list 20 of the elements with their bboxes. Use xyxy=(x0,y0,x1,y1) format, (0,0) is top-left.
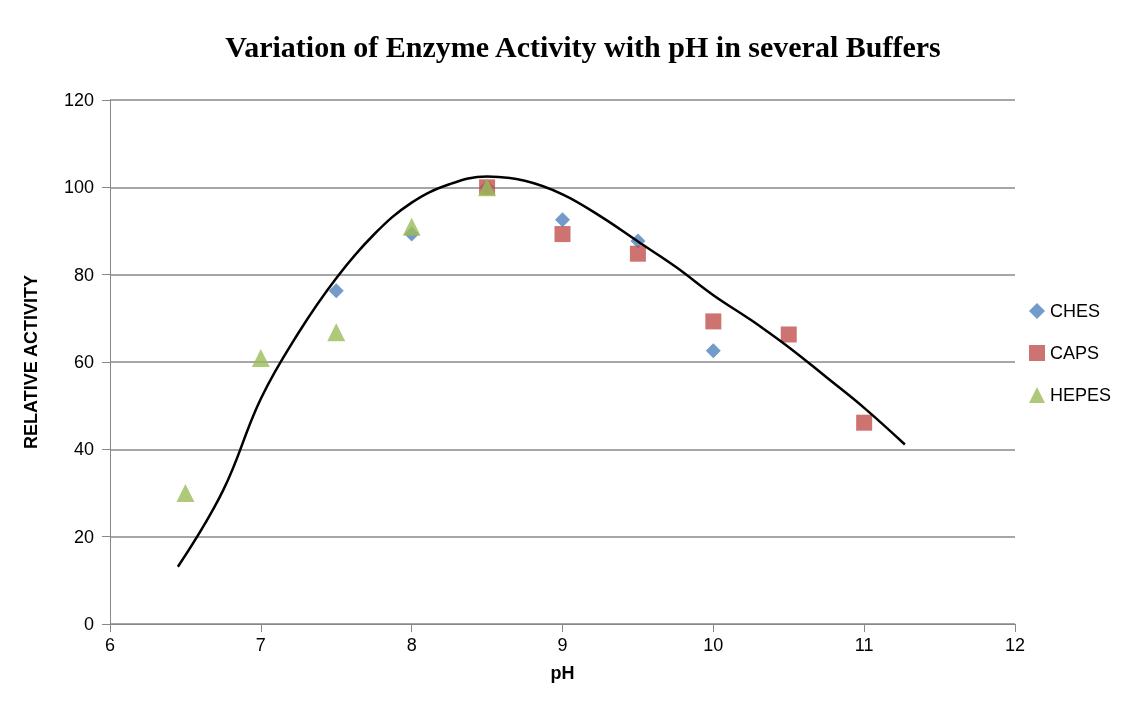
legend-label: HEPES xyxy=(1049,385,1112,405)
y-tick-label: 20 xyxy=(73,526,94,547)
x-tick-label: 12 xyxy=(1004,635,1026,655)
y-tick-label: 40 xyxy=(73,439,94,460)
x-tick-label: 10 xyxy=(703,635,724,655)
x-tick-label: 11 xyxy=(854,635,874,655)
y-tick-label: 80 xyxy=(73,264,94,285)
chart-title: Variation of Enzyme Activity with pH in several Buffers xyxy=(225,29,941,63)
x-tick-label: 6 xyxy=(104,635,116,655)
x-tick-label: 8 xyxy=(406,635,417,655)
y-tick-label: 0 xyxy=(83,614,94,634)
legend-label: CAPS xyxy=(1049,343,1100,363)
y-tick-label: 60 xyxy=(73,352,94,372)
legend-label: CHES xyxy=(1049,301,1100,321)
y-tick-label: 120 xyxy=(63,90,94,110)
x-tick-label: 7 xyxy=(255,635,266,655)
x-tick-label: 9 xyxy=(557,635,568,655)
y-axis-title: RELATIVE ACTIVITY xyxy=(21,274,41,450)
y-tick-label: 100 xyxy=(63,177,94,198)
x-axis-title: pH xyxy=(550,663,575,683)
